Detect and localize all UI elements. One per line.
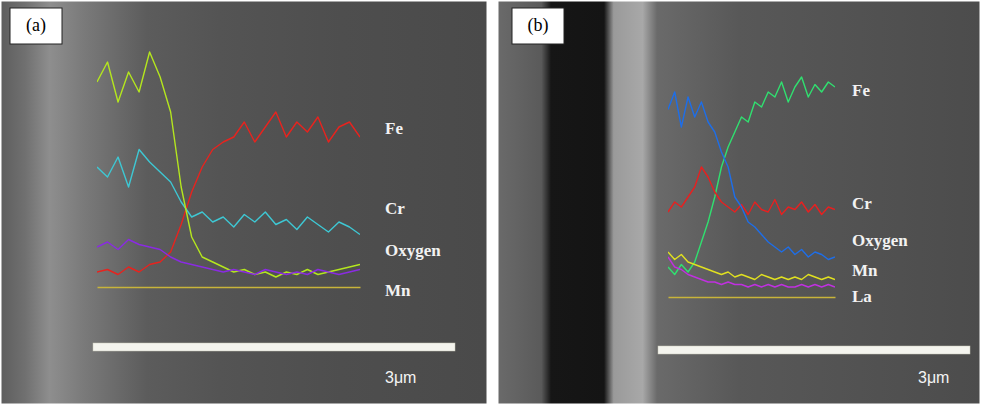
line: [668, 257, 835, 287]
scale-bar: [93, 343, 455, 351]
line: [97, 240, 360, 275]
micrograph-background: [1, 1, 487, 404]
scale-bar-label: 3μm: [385, 369, 416, 386]
line: [668, 252, 835, 280]
series-label: La: [852, 287, 872, 306]
panel-letter-box: [512, 8, 564, 44]
series-label: Mn: [385, 281, 411, 300]
panel-letter-box: [10, 8, 62, 44]
line: [668, 92, 835, 260]
series-label: Cr: [852, 194, 872, 213]
line: [97, 52, 360, 277]
scale-bar-label: 3μm: [918, 369, 949, 386]
x-axis: [98, 287, 361, 288]
axis-line: [669, 297, 836, 299]
series-label: Oxygen: [852, 231, 908, 250]
line: [97, 150, 360, 235]
line: [668, 77, 835, 275]
line: [668, 167, 835, 215]
series-label: Cr: [385, 199, 405, 218]
panel-letter: (b): [528, 15, 549, 36]
series-label: Mn: [852, 261, 878, 280]
line: [97, 112, 360, 275]
axis-line: [98, 287, 361, 289]
panel-letter: (a): [26, 15, 46, 36]
series-label: Fe: [385, 119, 403, 138]
figure: Fe Cr Oxygen Mn (a) 3μm Fe Cr Oxygen Mn La (b) 3μm: [0, 0, 981, 405]
lines: [668, 77, 835, 287]
micrograph-background: [498, 1, 980, 404]
scale-bar: [658, 346, 970, 354]
lines: [97, 52, 360, 277]
series-label: Oxygen: [385, 241, 441, 260]
panel: Fe Cr Oxygen Mn (a) 3μm: [1, 1, 487, 404]
x-axis: [669, 297, 836, 298]
series-label: Fe: [852, 81, 870, 100]
panel: Fe Cr Oxygen Mn La (b) 3μm: [498, 1, 980, 404]
